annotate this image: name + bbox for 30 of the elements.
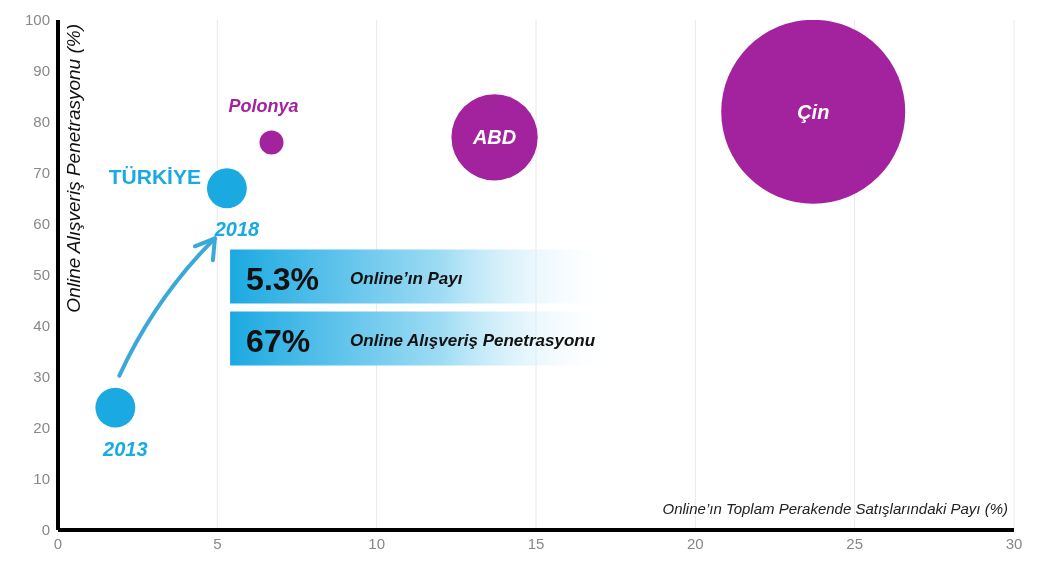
x-tick-label: 5 xyxy=(213,534,222,552)
annotation: 67% xyxy=(246,322,311,359)
y-tick-label: 60 xyxy=(33,215,50,233)
series-label: Polonya xyxy=(228,96,299,117)
annotation: Online Alışveriş Penetrasyonu xyxy=(350,330,596,350)
annotation: 2013 xyxy=(102,437,148,460)
y-tick-label: 40 xyxy=(33,317,50,335)
x-tick-label: 10 xyxy=(368,534,386,552)
series-label: Çin xyxy=(797,100,830,123)
series-label: TÜRKİYE xyxy=(108,165,201,189)
x-tick-label: 0 xyxy=(53,534,63,552)
annotation: Online’ın Payı xyxy=(350,268,463,288)
x-tick-label: 25 xyxy=(846,534,864,552)
y-tick-label: 70 xyxy=(33,164,50,182)
y-tick-label: 20 xyxy=(33,419,50,437)
y-tick-label: 90 xyxy=(33,62,50,80)
y-tick-label: 0 xyxy=(41,521,50,539)
x-tick-label: 30 xyxy=(1005,534,1023,552)
series-label: ABD xyxy=(471,126,517,149)
y-axis-title: Online Alışveriş Penetrasyonu (%) xyxy=(63,24,84,313)
x-tick-label: 15 xyxy=(527,534,545,552)
y-tick-label: 30 xyxy=(33,368,50,386)
y-tick-label: 80 xyxy=(33,113,50,131)
annotation: 2018 xyxy=(213,218,261,241)
x-tick-label: 20 xyxy=(686,534,704,552)
y-tick-label: 10 xyxy=(33,470,50,488)
y-tick-label: 100 xyxy=(24,11,50,29)
annotation: 5.3% xyxy=(246,260,320,297)
x-axis-title: Online’ın Toplam Perakende Satışlarındaki Payı (%) xyxy=(662,500,1008,517)
y-tick-label: 50 xyxy=(33,266,50,284)
